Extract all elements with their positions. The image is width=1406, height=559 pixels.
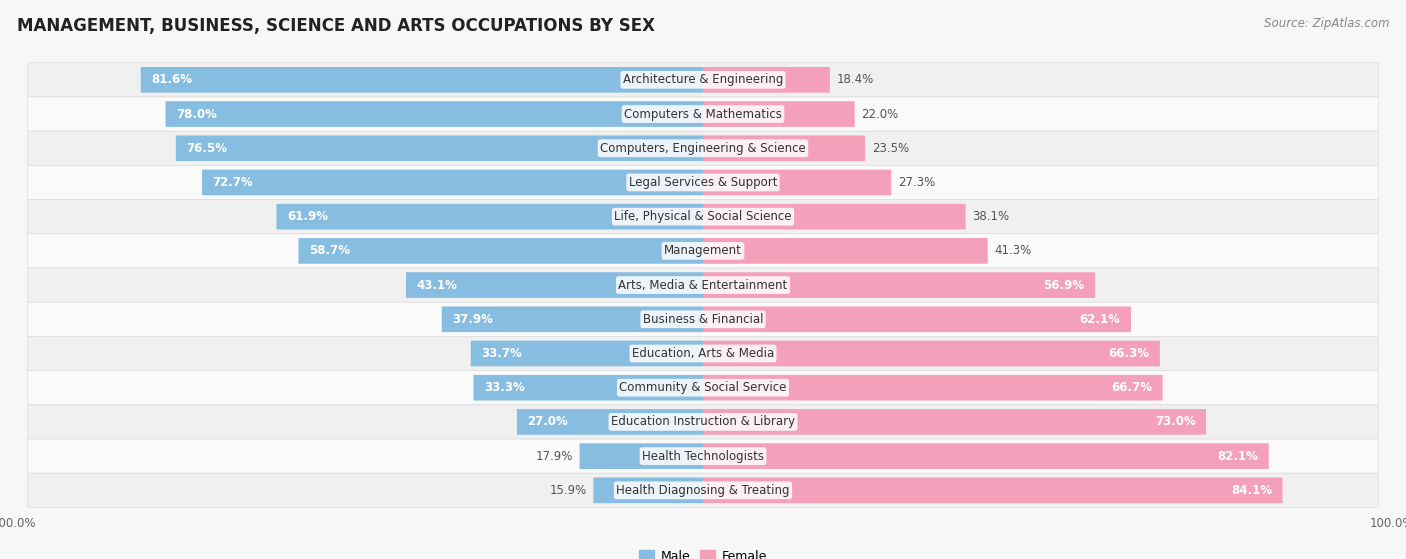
FancyBboxPatch shape [593,477,703,503]
Text: 43.1%: 43.1% [416,278,457,292]
FancyBboxPatch shape [703,169,891,195]
Text: 58.7%: 58.7% [309,244,350,257]
FancyBboxPatch shape [471,340,703,366]
Text: 33.7%: 33.7% [481,347,522,360]
FancyBboxPatch shape [703,477,1282,503]
Text: Computers & Mathematics: Computers & Mathematics [624,107,782,121]
FancyBboxPatch shape [406,272,703,298]
FancyBboxPatch shape [703,443,1268,469]
Text: 27.3%: 27.3% [898,176,935,189]
FancyBboxPatch shape [703,238,987,264]
FancyBboxPatch shape [703,409,1206,435]
FancyBboxPatch shape [28,405,1378,439]
Legend: Male, Female: Male, Female [634,544,772,559]
FancyBboxPatch shape [28,97,1378,131]
Text: 84.1%: 84.1% [1232,484,1272,497]
Text: 27.0%: 27.0% [527,415,568,428]
FancyBboxPatch shape [141,67,703,93]
Text: Computers, Engineering & Science: Computers, Engineering & Science [600,142,806,155]
Text: 66.7%: 66.7% [1111,381,1152,394]
FancyBboxPatch shape [703,101,855,127]
Text: 17.9%: 17.9% [536,449,572,463]
Text: Management: Management [664,244,742,257]
FancyBboxPatch shape [703,204,966,230]
Text: 73.0%: 73.0% [1154,415,1195,428]
Text: 61.9%: 61.9% [287,210,328,223]
FancyBboxPatch shape [28,131,1378,165]
Text: 38.1%: 38.1% [973,210,1010,223]
Text: 62.1%: 62.1% [1080,313,1121,326]
FancyBboxPatch shape [28,165,1378,200]
FancyBboxPatch shape [28,63,1378,97]
FancyBboxPatch shape [703,375,1163,401]
Text: Education, Arts & Media: Education, Arts & Media [631,347,775,360]
FancyBboxPatch shape [28,473,1378,508]
FancyBboxPatch shape [28,234,1378,268]
FancyBboxPatch shape [28,337,1378,371]
Text: 33.3%: 33.3% [484,381,524,394]
FancyBboxPatch shape [28,200,1378,234]
Text: 72.7%: 72.7% [212,176,253,189]
Text: 81.6%: 81.6% [152,73,193,86]
Text: 82.1%: 82.1% [1218,449,1258,463]
Text: 22.0%: 22.0% [862,107,898,121]
Text: Life, Physical & Social Science: Life, Physical & Social Science [614,210,792,223]
Text: Legal Services & Support: Legal Services & Support [628,176,778,189]
Text: 78.0%: 78.0% [176,107,217,121]
FancyBboxPatch shape [28,439,1378,473]
FancyBboxPatch shape [703,340,1160,366]
Text: 23.5%: 23.5% [872,142,908,155]
Text: 15.9%: 15.9% [550,484,586,497]
Text: Architecture & Engineering: Architecture & Engineering [623,73,783,86]
Text: Arts, Media & Entertainment: Arts, Media & Entertainment [619,278,787,292]
FancyBboxPatch shape [703,272,1095,298]
FancyBboxPatch shape [579,443,703,469]
FancyBboxPatch shape [28,371,1378,405]
FancyBboxPatch shape [28,302,1378,337]
FancyBboxPatch shape [703,306,1130,332]
FancyBboxPatch shape [474,375,703,401]
FancyBboxPatch shape [298,238,703,264]
Text: Health Technologists: Health Technologists [643,449,763,463]
FancyBboxPatch shape [166,101,703,127]
Text: Business & Financial: Business & Financial [643,313,763,326]
Text: 41.3%: 41.3% [994,244,1032,257]
FancyBboxPatch shape [441,306,703,332]
FancyBboxPatch shape [277,204,703,230]
FancyBboxPatch shape [202,169,703,195]
FancyBboxPatch shape [176,135,703,161]
Text: Community & Social Service: Community & Social Service [619,381,787,394]
Text: Source: ZipAtlas.com: Source: ZipAtlas.com [1264,17,1389,30]
Text: 18.4%: 18.4% [837,73,875,86]
FancyBboxPatch shape [28,268,1378,302]
FancyBboxPatch shape [703,67,830,93]
Text: 56.9%: 56.9% [1043,278,1084,292]
Text: 66.3%: 66.3% [1108,347,1150,360]
FancyBboxPatch shape [703,135,865,161]
FancyBboxPatch shape [517,409,703,435]
Text: Education Instruction & Library: Education Instruction & Library [612,415,794,428]
Text: Health Diagnosing & Treating: Health Diagnosing & Treating [616,484,790,497]
Text: 37.9%: 37.9% [453,313,494,326]
Text: MANAGEMENT, BUSINESS, SCIENCE AND ARTS OCCUPATIONS BY SEX: MANAGEMENT, BUSINESS, SCIENCE AND ARTS O… [17,17,655,35]
Text: 76.5%: 76.5% [186,142,228,155]
